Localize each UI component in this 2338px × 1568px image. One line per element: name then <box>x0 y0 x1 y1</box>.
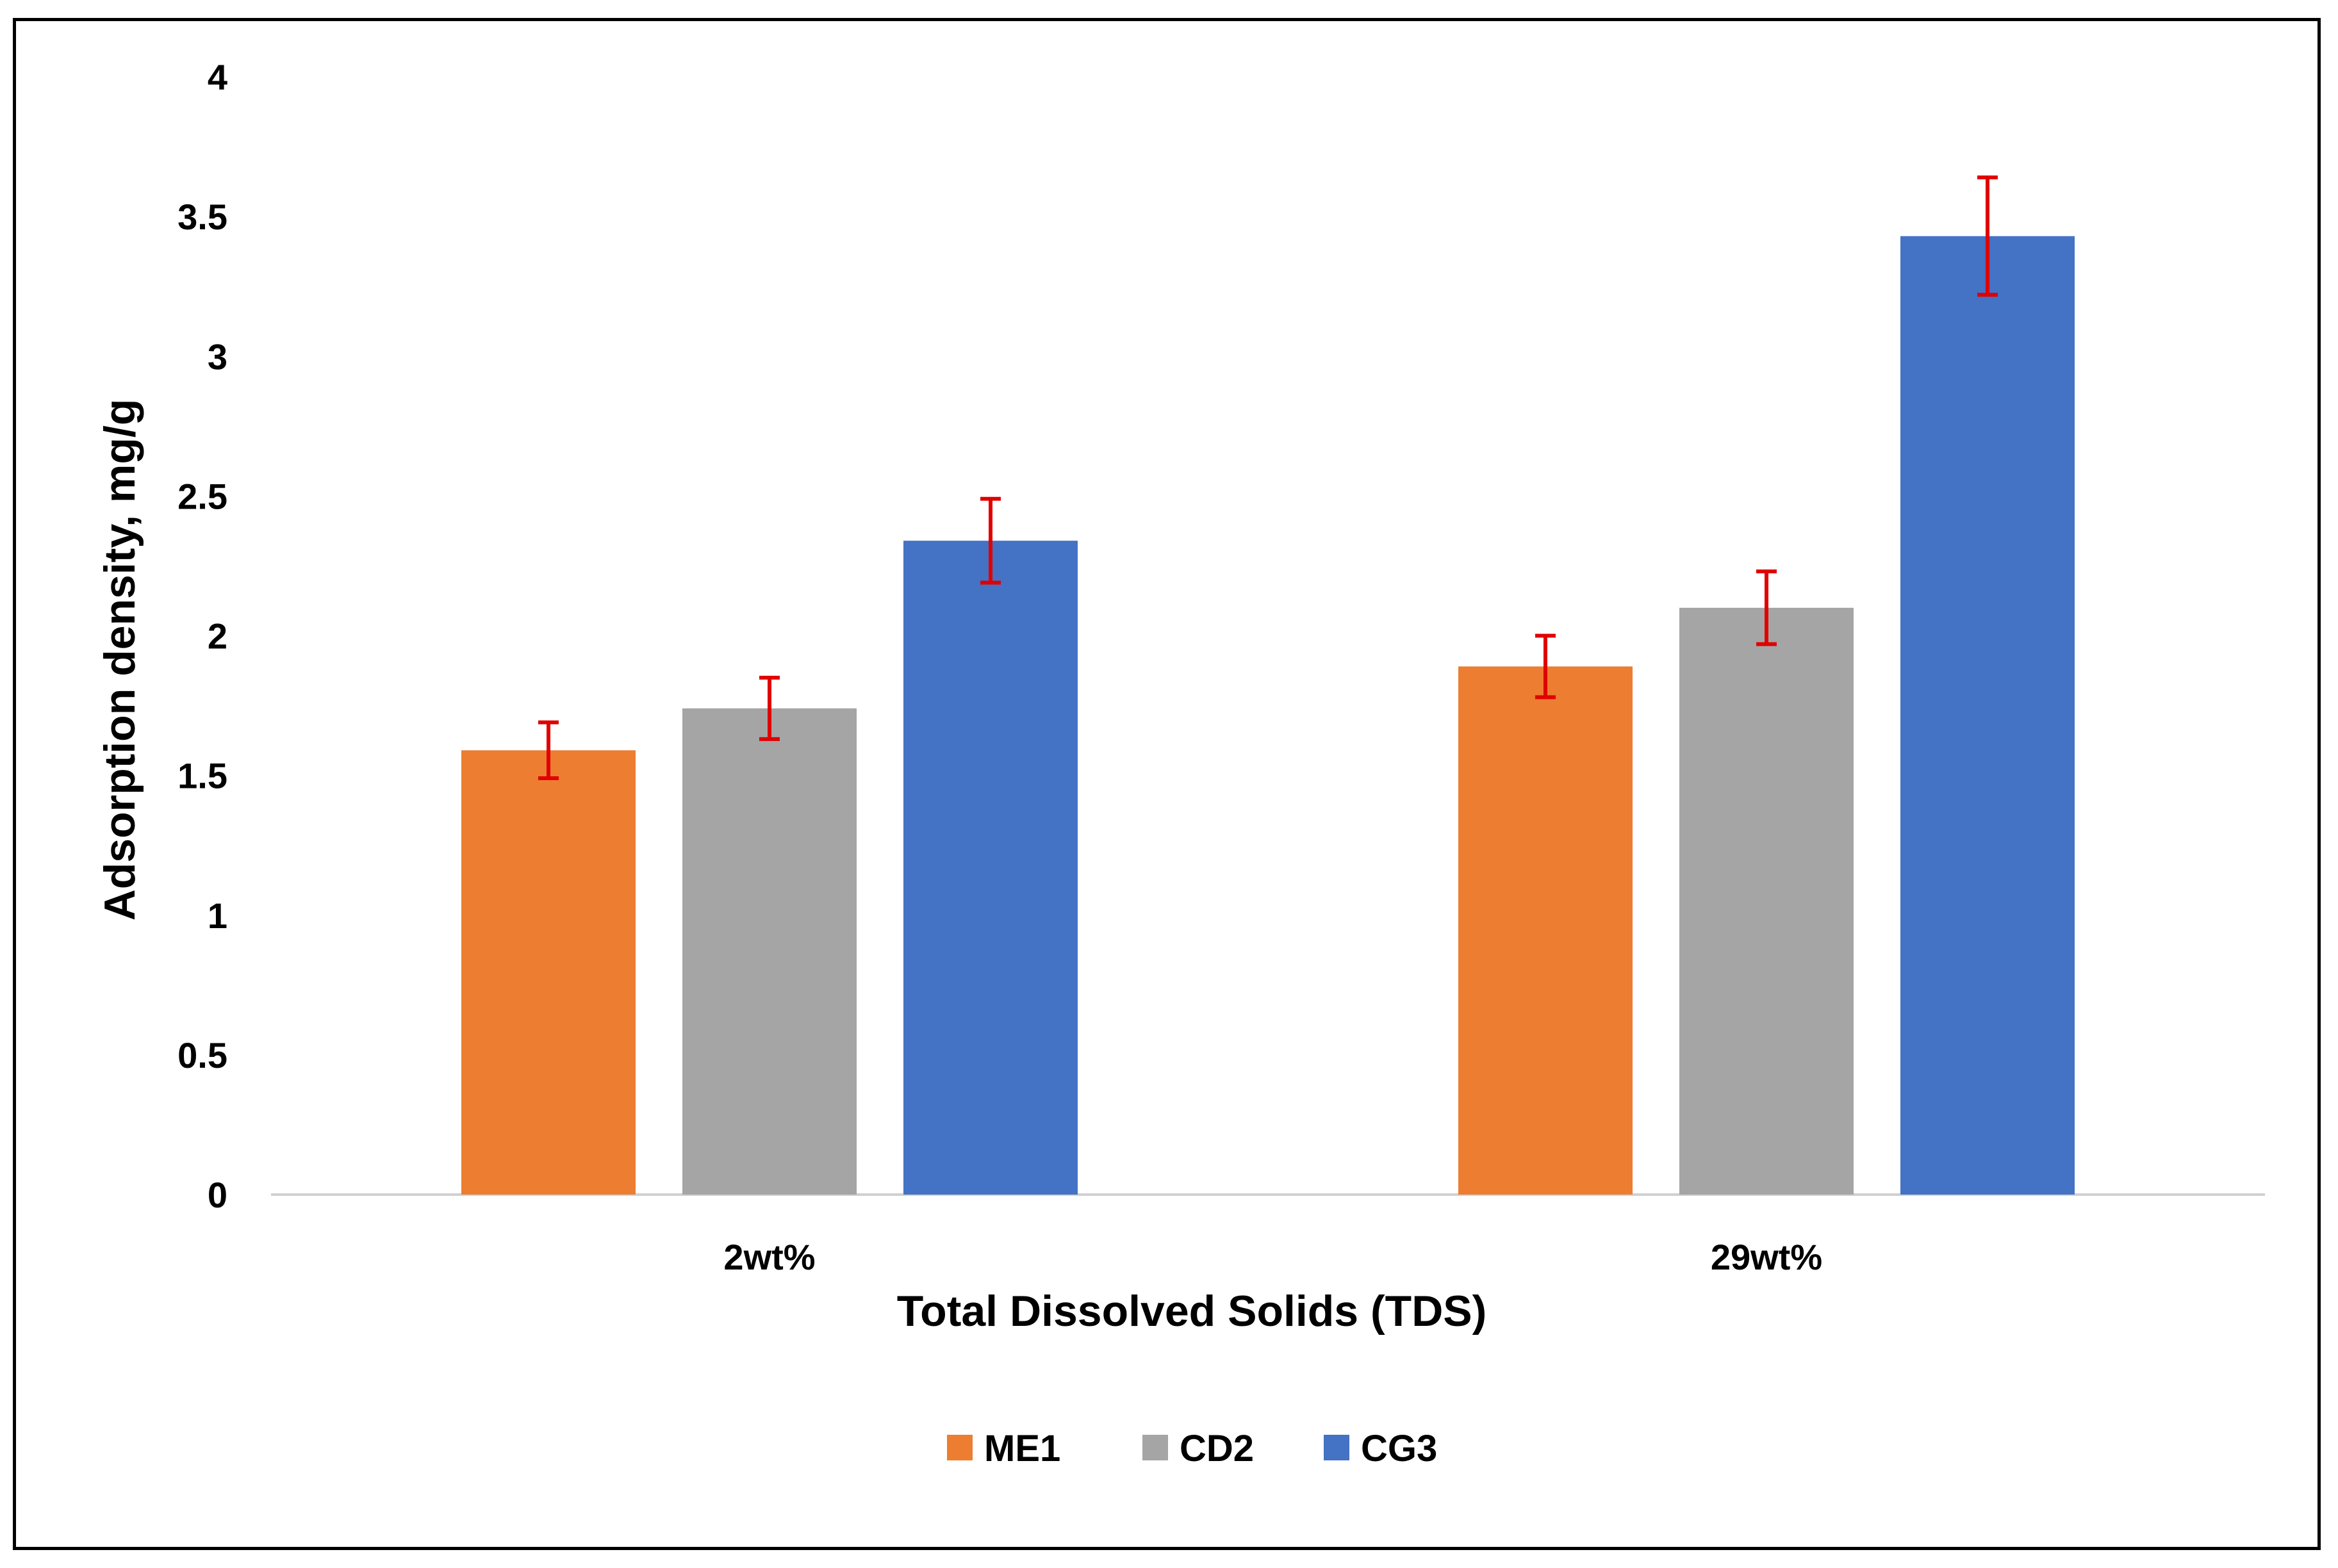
legend-label-me1: ME1 <box>984 1428 1060 1469</box>
error-bars <box>538 176 1998 780</box>
bar-cd2-1 <box>682 708 857 1195</box>
bar-cd2-2 <box>1679 607 1854 1195</box>
y-axis-ticks: 0 0.5 1 1.5 2 2.5 3 3.5 4 <box>177 57 227 1215</box>
bar-cg3-2 <box>1900 236 2075 1195</box>
bar-me1-2 <box>1458 666 1633 1195</box>
legend-label-cg3: CG3 <box>1361 1428 1437 1469</box>
error-bar-me1-2 <box>1535 633 1556 699</box>
bar-cg3-1 <box>903 541 1078 1195</box>
legend: ME1 CD2 CG3 <box>947 1428 1437 1469</box>
x-axis-title: Total Dissolved Solids (TDS) <box>897 1287 1487 1335</box>
bars <box>461 236 2075 1195</box>
error-bar-cd2-1 <box>759 675 780 741</box>
error-bar-cg3-2 <box>1977 176 1998 297</box>
x-axis-category-labels: 2wt% 29wt% <box>723 1237 1822 1277</box>
y-tick-label: 1.5 <box>177 756 227 796</box>
y-tick-label: 0.5 <box>177 1035 227 1075</box>
y-tick-label: 3 <box>208 336 227 377</box>
y-tick-label: 1 <box>208 895 227 936</box>
legend-swatch-cg3 <box>1324 1435 1349 1460</box>
y-tick-label: 2.5 <box>177 476 227 516</box>
legend-label-cd2: CD2 <box>1180 1428 1254 1469</box>
x-category-label: 2wt% <box>723 1237 815 1277</box>
legend-swatch-me1 <box>947 1435 973 1460</box>
bar-me1-1 <box>461 750 636 1195</box>
legend-swatch-cd2 <box>1142 1435 1168 1460</box>
y-tick-label: 4 <box>208 57 227 97</box>
x-category-label: 29wt% <box>1711 1237 1822 1277</box>
error-bar-me1-1 <box>538 720 559 780</box>
error-bar-cd2-2 <box>1756 569 1777 646</box>
y-tick-label: 0 <box>208 1175 227 1215</box>
y-axis-title: Adsorption density, mg/g <box>95 399 144 921</box>
y-tick-label: 2 <box>208 616 227 657</box>
y-tick-label: 3.5 <box>177 197 227 237</box>
error-bar-cg3-1 <box>980 496 1001 585</box>
